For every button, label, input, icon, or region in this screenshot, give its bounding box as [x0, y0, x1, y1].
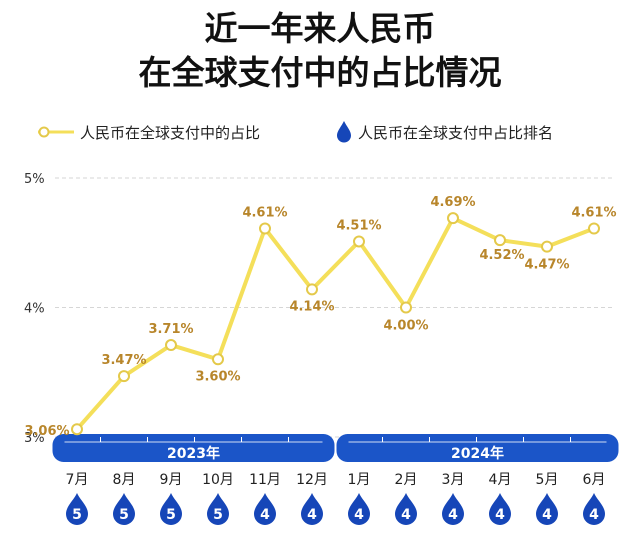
x-tick-label: 8月 — [113, 472, 136, 488]
data-label: 3.06% — [24, 424, 69, 439]
legend-line-marker-icon — [38, 126, 74, 138]
year-band-segment — [336, 434, 619, 462]
rank-value: 4 — [448, 507, 458, 523]
rank-value: 4 — [401, 507, 411, 523]
data-label: 4.47% — [524, 258, 569, 273]
legend: 人民币在全球支付中的占比 人民币在全球支付中占比排名 — [36, 118, 616, 146]
data-point — [353, 235, 365, 248]
data-point — [447, 212, 459, 225]
x-tick-label: 3月 — [442, 472, 465, 488]
rank-value: 4 — [260, 507, 270, 523]
x-tick-label: 4月 — [489, 472, 512, 488]
rank-value: 4 — [542, 507, 552, 523]
y-tick-label: 5% — [24, 172, 45, 187]
x-tick-label: 10月 — [202, 472, 234, 488]
y-tick-label: 4% — [24, 302, 45, 317]
data-point — [306, 283, 318, 296]
rank-drop-icon — [489, 493, 511, 525]
rank-value: 4 — [307, 507, 317, 523]
x-tick-label: 11月 — [249, 472, 281, 488]
rank-drop-icon — [301, 493, 323, 525]
x-tick-label: 1月 — [348, 472, 371, 488]
year-band-segment — [52, 434, 335, 462]
rank-drop-icon — [348, 493, 370, 525]
x-tick-label: 6月 — [583, 472, 606, 488]
rank-drop-icon — [113, 493, 135, 525]
rank-value: 4 — [354, 507, 364, 523]
rank-value: 4 — [589, 507, 599, 523]
rank-value: 5 — [119, 507, 129, 523]
year-label: 2024年 — [451, 445, 504, 462]
data-label: 4.69% — [430, 195, 475, 210]
data-point — [212, 353, 224, 366]
legend-drop-marker-icon — [337, 121, 351, 143]
data-label: 4.14% — [289, 299, 334, 314]
x-tick-label: 12月 — [296, 472, 328, 488]
legend-rank-label: 人民币在全球支付中占比排名 — [358, 124, 554, 142]
data-point — [118, 370, 130, 383]
data-label: 4.51% — [336, 218, 381, 233]
rank-drop-icon — [254, 493, 276, 525]
data-point — [71, 423, 83, 436]
x-tick-label: 9月 — [160, 472, 183, 488]
x-tick-label: 5月 — [536, 472, 559, 488]
rank-value: 4 — [495, 507, 505, 523]
rank-drop-icon — [66, 493, 88, 525]
x-tick-label: 7月 — [66, 472, 89, 488]
rank-drop-icon — [207, 493, 229, 525]
data-point — [400, 301, 412, 314]
series-line — [75, 216, 595, 431]
data-point — [165, 339, 177, 352]
data-label: 3.60% — [195, 369, 240, 384]
y-tick-label: 3% — [24, 431, 45, 446]
rank-drop-icon — [442, 493, 464, 525]
legend-share-label: 人民币在全球支付中的占比 — [80, 124, 261, 142]
data-label: 4.61% — [571, 206, 616, 221]
rank-drop-icon — [160, 493, 182, 525]
data-label: 3.47% — [101, 353, 146, 368]
rank-value: 5 — [213, 507, 223, 523]
data-point — [588, 222, 600, 235]
data-point — [259, 222, 271, 235]
x-tick-label: 2月 — [395, 472, 418, 488]
data-point — [494, 234, 506, 247]
rank-drop-icon — [583, 493, 605, 525]
year-label: 2023年 — [167, 445, 220, 462]
data-label: 4.00% — [383, 319, 428, 334]
rank-value: 5 — [166, 507, 176, 523]
rank-value: 5 — [72, 507, 82, 523]
chart-title-line-2: 在全球支付中的占比情况 — [138, 53, 502, 92]
rank-drop-icon — [536, 493, 558, 525]
data-point — [541, 240, 553, 253]
chart-title-line-1: 近一年来人民币 — [204, 9, 436, 48]
data-label: 4.52% — [479, 248, 524, 263]
data-label: 4.61% — [242, 206, 287, 221]
data-label: 3.71% — [148, 322, 193, 337]
rank-drop-icon — [395, 493, 417, 525]
